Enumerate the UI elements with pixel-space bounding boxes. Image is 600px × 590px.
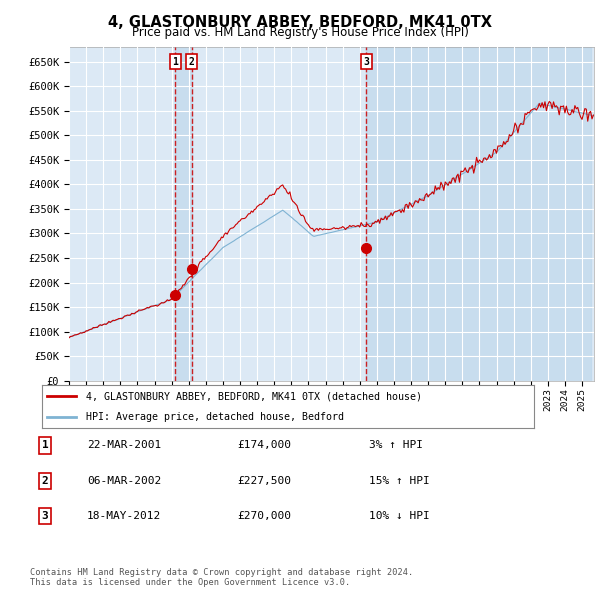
Text: 1: 1 <box>41 441 49 450</box>
Bar <box>175 47 192 381</box>
Text: 2: 2 <box>41 476 49 486</box>
Text: Price paid vs. HM Land Registry's House Price Index (HPI): Price paid vs. HM Land Registry's House … <box>131 26 469 39</box>
Text: 18-MAY-2012: 18-MAY-2012 <box>87 512 161 521</box>
Text: 3% ↑ HPI: 3% ↑ HPI <box>369 441 423 450</box>
Text: £227,500: £227,500 <box>237 476 291 486</box>
Text: HPI: Average price, detached house, Bedford: HPI: Average price, detached house, Bedf… <box>86 412 344 422</box>
Text: 22-MAR-2001: 22-MAR-2001 <box>87 441 161 450</box>
Text: 4, GLASTONBURY ABBEY, BEDFORD, MK41 0TX: 4, GLASTONBURY ABBEY, BEDFORD, MK41 0TX <box>108 15 492 30</box>
Bar <box>366 47 590 381</box>
Text: 06-MAR-2002: 06-MAR-2002 <box>87 476 161 486</box>
Text: 2: 2 <box>189 57 195 67</box>
Text: 3: 3 <box>363 57 369 67</box>
Text: Contains HM Land Registry data © Crown copyright and database right 2024.
This d: Contains HM Land Registry data © Crown c… <box>30 568 413 587</box>
Text: 10% ↓ HPI: 10% ↓ HPI <box>369 512 430 521</box>
Text: 3: 3 <box>41 512 49 521</box>
Text: 1: 1 <box>172 57 178 67</box>
Text: 4, GLASTONBURY ABBEY, BEDFORD, MK41 0TX (detached house): 4, GLASTONBURY ABBEY, BEDFORD, MK41 0TX … <box>86 391 422 401</box>
Text: 15% ↑ HPI: 15% ↑ HPI <box>369 476 430 486</box>
Text: £174,000: £174,000 <box>237 441 291 450</box>
Text: £270,000: £270,000 <box>237 512 291 521</box>
